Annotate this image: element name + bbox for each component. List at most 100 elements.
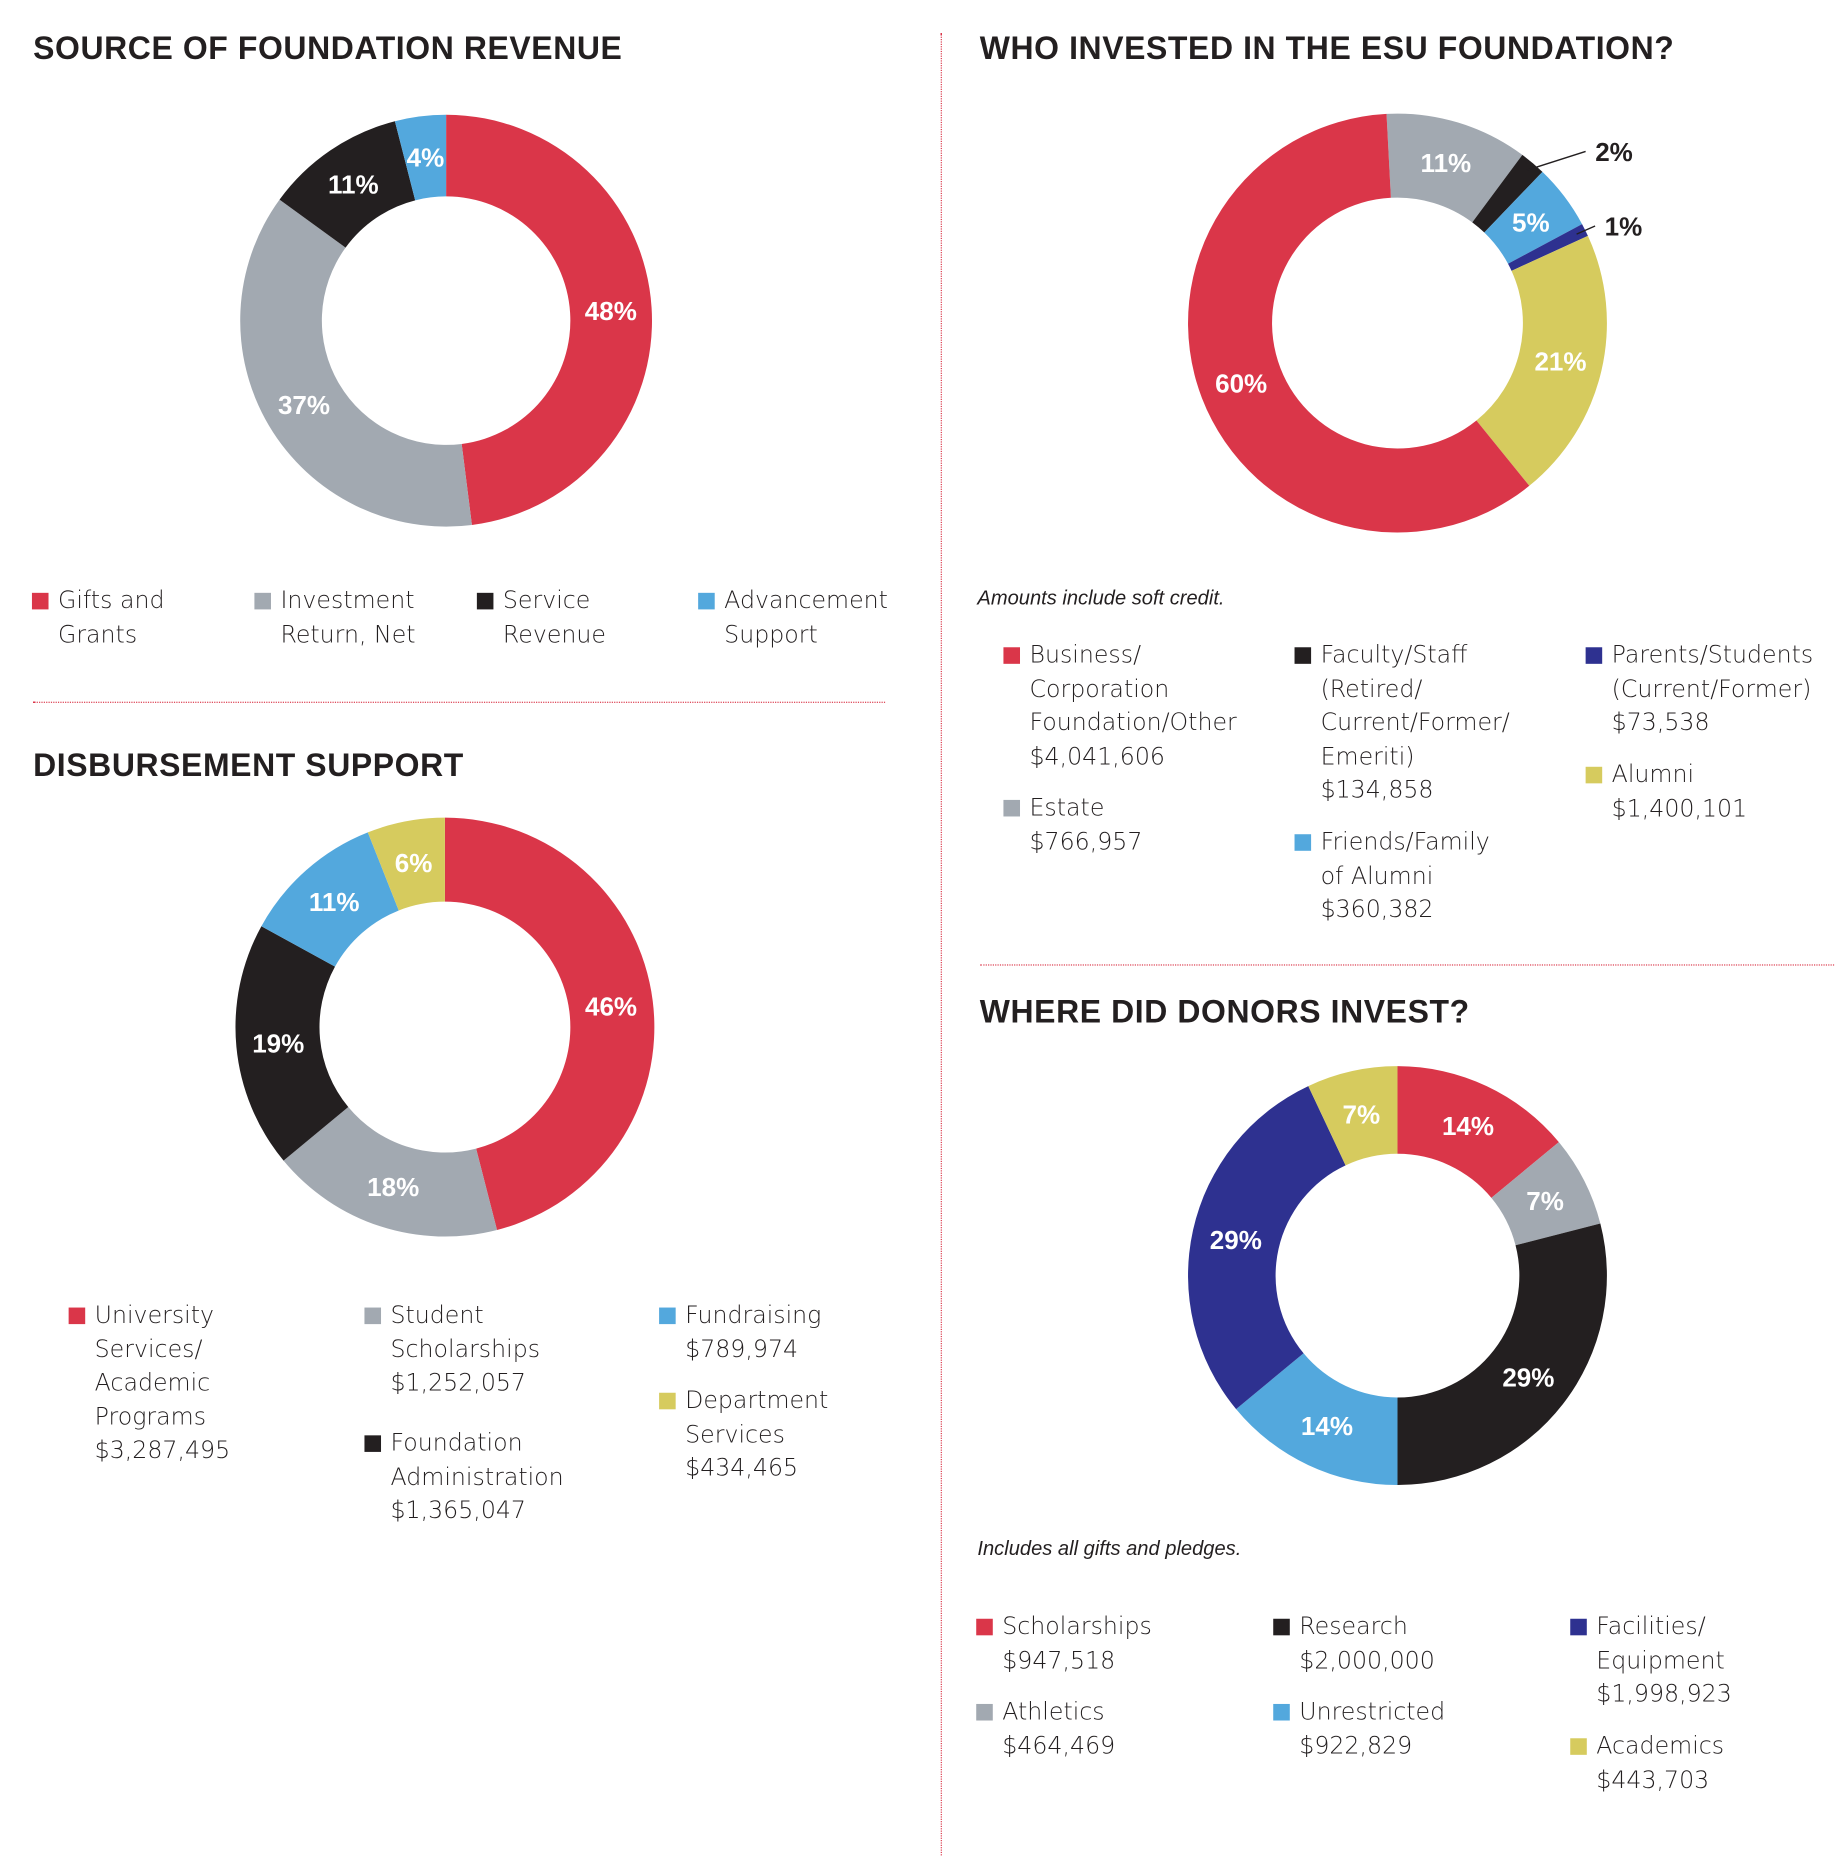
donut-slice <box>1476 235 1607 486</box>
legend-text: Friends/Family <box>1320 827 1490 856</box>
donut-slice <box>1236 1353 1398 1486</box>
legend-swatch <box>364 1435 382 1452</box>
donut-slice <box>1484 171 1583 264</box>
legend-text: Corporation <box>1029 673 1170 703</box>
legend-text: $1,252,057 <box>390 1367 526 1397</box>
slice-label: 19% <box>252 1028 304 1058</box>
legend-swatch <box>1570 1618 1587 1636</box>
legend-text: $3,287,495 <box>94 1435 231 1464</box>
legend-text: Current/Former/ <box>1320 707 1510 737</box>
legend-text: Emeriti) <box>1320 741 1415 770</box>
slice-label: 7% <box>1343 1099 1381 1129</box>
legend-text: $1,998,923 <box>1596 1679 1732 1708</box>
legend-item: Athletics $464,469 <box>976 1694 1115 1761</box>
legend-item: Advancement Support <box>698 583 888 650</box>
legend-text: Services <box>685 1419 785 1448</box>
legend-text: Department <box>685 1385 829 1415</box>
legend-item: Foundation Administration $1,365,047 <box>364 1426 564 1527</box>
donut-slice <box>444 817 655 1230</box>
legend-text: Estate <box>1029 792 1105 822</box>
donut-slice <box>1308 1066 1398 1166</box>
donut-slice <box>1491 1142 1601 1246</box>
legend-text: Unrestricted <box>1299 1696 1446 1726</box>
legend-text: $766,957 <box>1029 826 1143 855</box>
legend-item: Faculty/Staff (Retired/Current/Former/Eme… <box>1294 638 1510 807</box>
donut-slice <box>279 121 416 248</box>
legend-item: Business/Corporation Foundation/Other $4,0… <box>1003 638 1237 773</box>
legend-text: $360,382 <box>1320 894 1434 923</box>
legend-swatch <box>476 592 494 610</box>
legend-text: $73,538 <box>1611 707 1710 737</box>
slice-label: 29% <box>1502 1363 1554 1393</box>
donut-slice <box>1188 113 1530 533</box>
legend-item: Scholarships $947,518 <box>976 1609 1152 1676</box>
donut-slice <box>1188 1086 1346 1410</box>
legend-item: Alumni $1,400,101 <box>1585 757 1748 824</box>
legend-swatch <box>1294 834 1312 851</box>
legend-text: Parents/Students <box>1611 640 1814 669</box>
legend-text: $4,041,606 <box>1029 741 1165 770</box>
legend-swatch <box>1273 1618 1290 1636</box>
leader-line <box>1526 150 1586 171</box>
legend-text: $1,400,101 <box>1611 793 1748 822</box>
legend-swatch <box>31 592 49 610</box>
legend-swatch <box>976 1618 993 1636</box>
legend-swatch <box>698 592 715 610</box>
donut-slice <box>367 817 445 911</box>
legend-text: Programs <box>94 1401 207 1431</box>
legend-text: Return, Net <box>280 619 416 648</box>
legend-text: Grants <box>57 619 138 648</box>
legend-swatch <box>659 1392 676 1410</box>
donut-slice <box>446 114 652 525</box>
donut-slice <box>1508 224 1588 271</box>
chart-title-donors: WHERE DID DONORS INVEST? <box>979 993 1470 1030</box>
legend-text: $789,974 <box>685 1334 799 1363</box>
legend-text: $922,829 <box>1299 1730 1413 1759</box>
legend-text: Service <box>502 585 591 615</box>
legend-text: Research <box>1299 1611 1408 1641</box>
donut-slice <box>1472 154 1543 233</box>
legend-text: $434,465 <box>685 1453 799 1482</box>
legend-text: Foundation/Other <box>1029 707 1237 737</box>
legend-item: Unrestricted $922,829 <box>1273 1694 1445 1761</box>
divider <box>979 964 1835 966</box>
legend-text: Investment <box>280 585 415 615</box>
legend-item: Gifts and Grants <box>31 583 165 650</box>
legend-item: Academics $443,703 <box>1570 1729 1724 1796</box>
slice-label: 7% <box>1526 1186 1564 1216</box>
legend-text: Advancement <box>724 585 888 615</box>
donut-slice <box>1397 1066 1559 1198</box>
legend-text: Services/ <box>94 1334 203 1363</box>
legend-swatch <box>364 1307 382 1325</box>
donut-slice <box>235 926 349 1161</box>
chart-title-disbursement: DISBURSEMENT SUPPORT <box>33 747 464 784</box>
legend-swatch <box>1273 1703 1290 1721</box>
slice-label: 46% <box>585 992 637 1022</box>
donut-slice <box>240 199 472 527</box>
slice-label: 48% <box>585 296 637 326</box>
slice-label: 14% <box>1301 1411 1353 1441</box>
legend-swatch <box>1585 647 1603 664</box>
slice-label: 5% <box>1512 207 1550 237</box>
legend-text: University <box>94 1300 215 1329</box>
legend-text: Business/ <box>1029 640 1142 669</box>
legend-text: Student <box>390 1300 484 1329</box>
legend-swatch <box>1003 799 1021 817</box>
vertical-divider <box>940 33 942 1856</box>
donut-slice <box>1397 1223 1607 1486</box>
chart-note: Includes all gifts and pledges. <box>977 1537 1242 1560</box>
legend-text: Academics <box>1596 1731 1725 1760</box>
donut-slice <box>1386 113 1523 223</box>
chart-note: Amounts include soft credit. <box>977 586 1225 610</box>
legend-text: $947,518 <box>1002 1645 1116 1674</box>
donut-slice <box>261 832 399 967</box>
legend-text: Foundation <box>390 1428 523 1457</box>
legend-item: Investment Return, Net <box>254 583 416 650</box>
legend-item: Fundraising $789,974 <box>659 1298 821 1365</box>
legend-text: Scholarships <box>390 1334 541 1363</box>
legend-text: Revenue <box>502 619 606 648</box>
slice-label: 6% <box>395 848 433 878</box>
legend-item: Friends/Family of Alumni $360,382 <box>1294 825 1490 926</box>
legend-swatch <box>1585 766 1603 784</box>
